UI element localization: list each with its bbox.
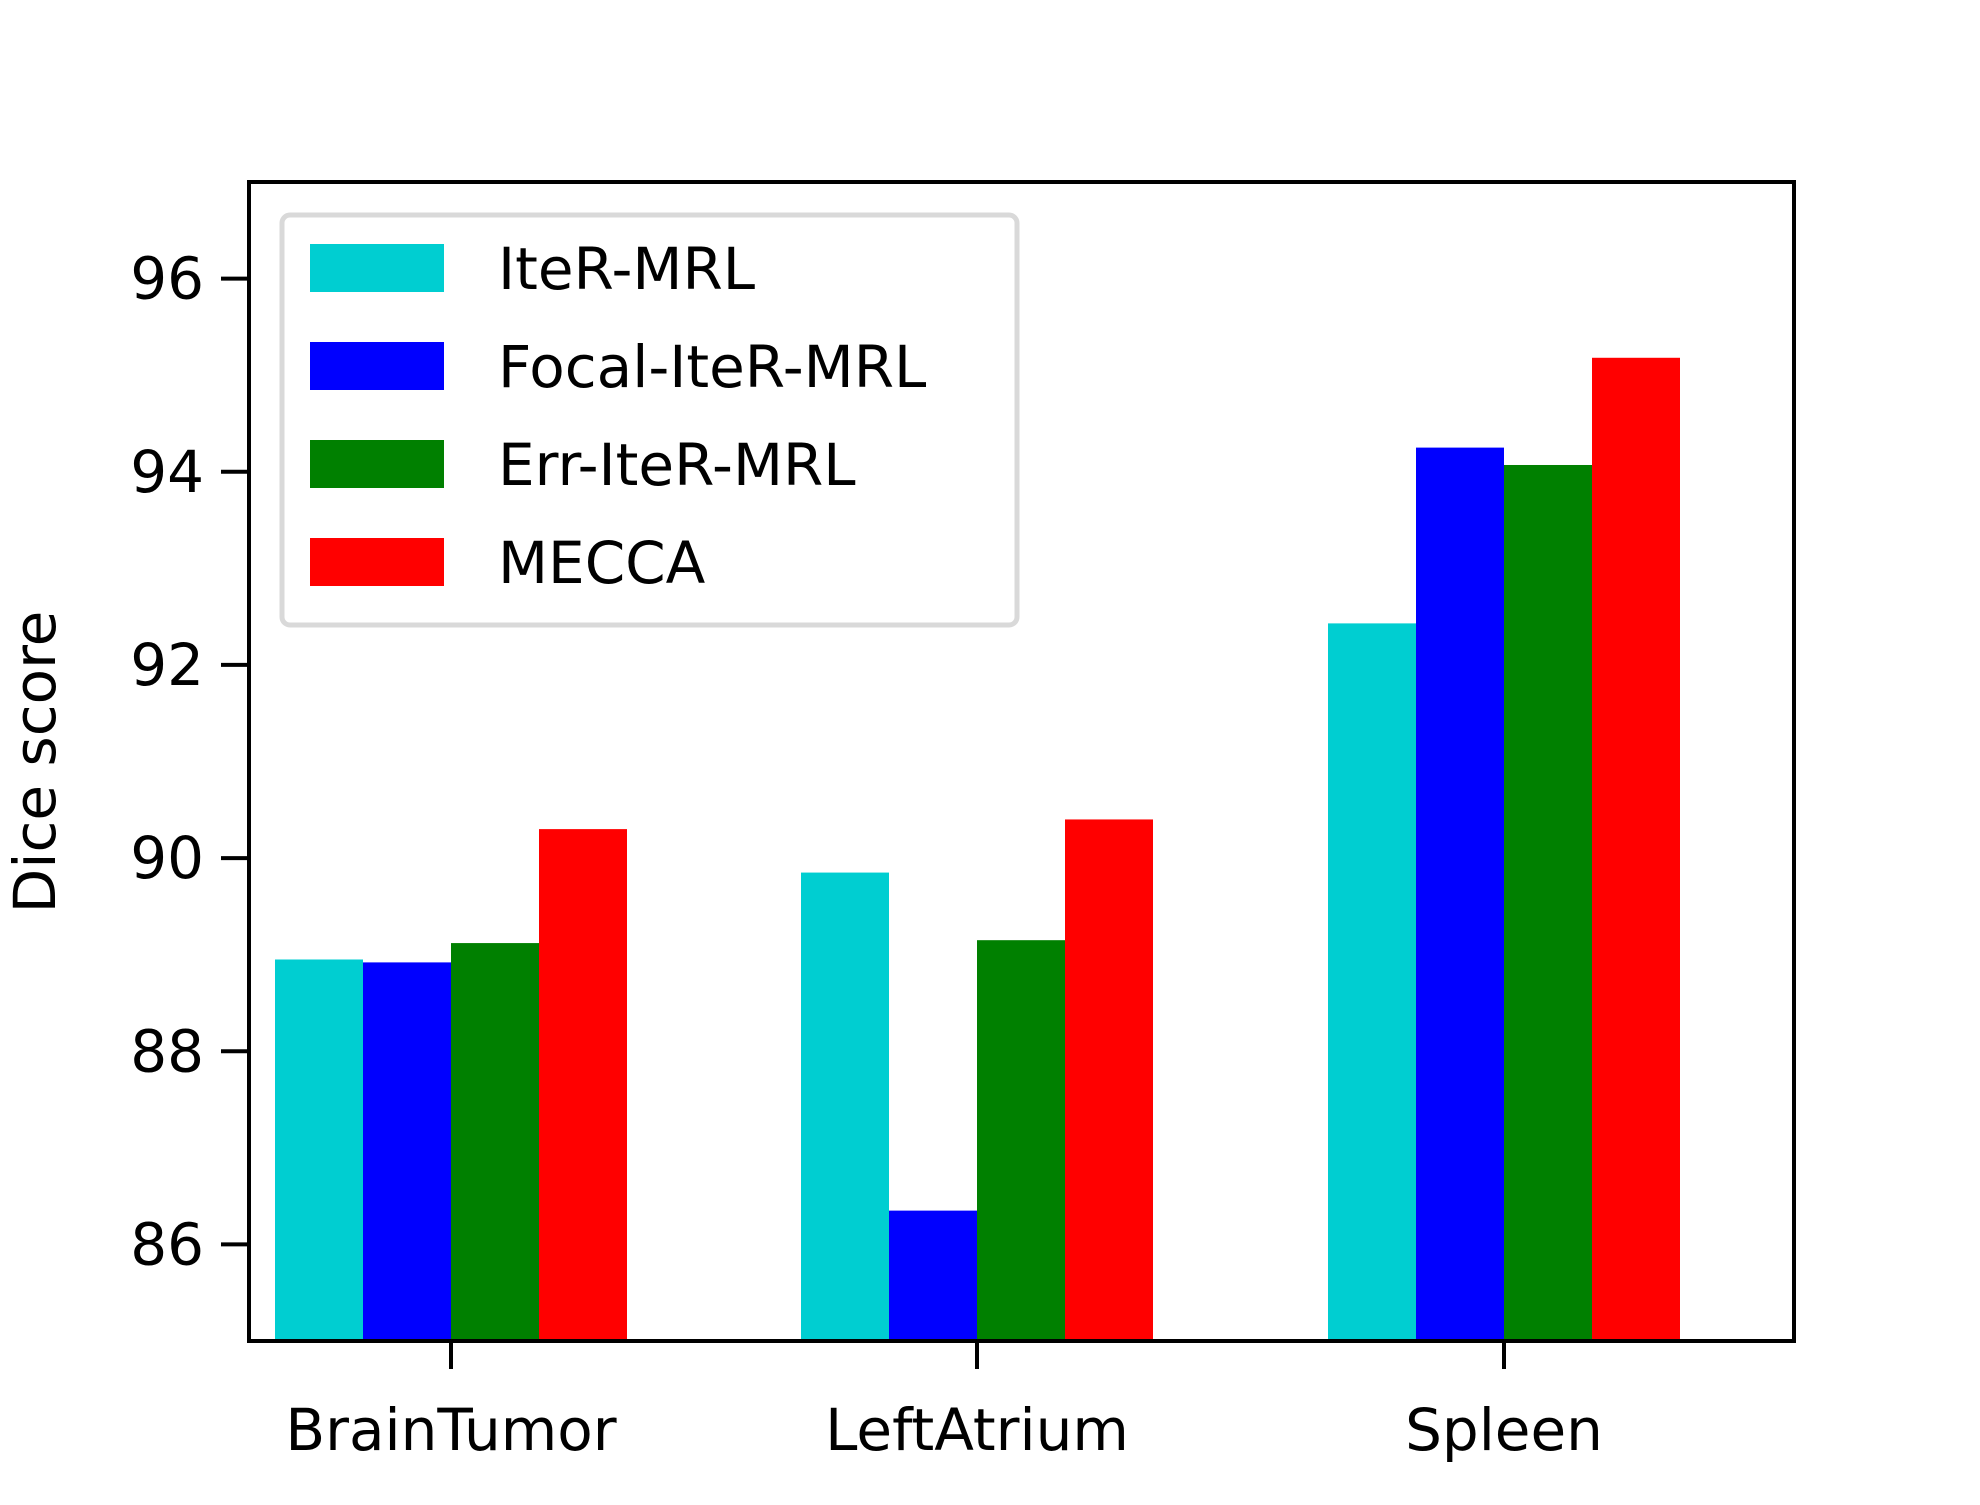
bar-spleen-focal-iter-mrl xyxy=(1416,447,1504,1342)
bar-braintumor-mecca xyxy=(539,829,627,1341)
bars-layer xyxy=(275,357,1680,1342)
bar-leftatrium-mecca xyxy=(1065,819,1153,1341)
legend-swatch xyxy=(310,342,444,390)
x-tick-label: LeftAtrium xyxy=(825,1396,1129,1464)
bar-leftatrium-err-iter-mrl xyxy=(977,940,1065,1341)
plot-frame xyxy=(247,180,1796,1343)
x-tick-label: Spleen xyxy=(1405,1396,1603,1464)
bar-braintumor-iter-mrl xyxy=(275,959,363,1341)
bar-leftatrium-focal-iter-mrl xyxy=(889,1210,977,1341)
bar-braintumor-focal-iter-mrl xyxy=(363,962,451,1341)
legend-frame xyxy=(279,212,1020,628)
y-tick-label: 86 xyxy=(130,1210,204,1278)
y-tick-label: 96 xyxy=(130,245,204,313)
legend-swatch xyxy=(310,538,444,586)
y-axis-label: Dice score xyxy=(1,611,69,914)
bar-spleen-iter-mrl xyxy=(1328,623,1416,1341)
y-tick-label: 94 xyxy=(130,438,204,506)
x-tick-label: BrainTumor xyxy=(285,1396,616,1464)
legend-swatch xyxy=(310,440,444,488)
legend-swatch xyxy=(310,244,444,292)
bar-spleen-mecca xyxy=(1592,357,1680,1341)
x-axis: BrainTumor LeftAtrium Spleen xyxy=(285,1341,1603,1464)
legend-label: IteR-MRL xyxy=(498,235,755,303)
y-tick-label: 92 xyxy=(130,631,204,699)
bar-spleen-err-iter-mrl xyxy=(1504,464,1592,1342)
y-tick-label: 88 xyxy=(130,1017,204,1085)
legend-label: MECCA xyxy=(498,529,706,597)
legend-label: Focal-IteR-MRL xyxy=(498,333,926,401)
y-tick-label: 90 xyxy=(130,824,204,892)
bar-leftatrium-iter-mrl xyxy=(801,872,889,1341)
bar-braintumor-err-iter-mrl xyxy=(451,943,539,1341)
legend: IteR-MRL Focal-IteR-MRL Err-IteR-MRL MECCA xyxy=(279,212,1020,628)
legend-label: Err-IteR-MRL xyxy=(498,431,856,499)
y-axis: 86 88 90 92 94 96 xyxy=(130,245,249,1278)
